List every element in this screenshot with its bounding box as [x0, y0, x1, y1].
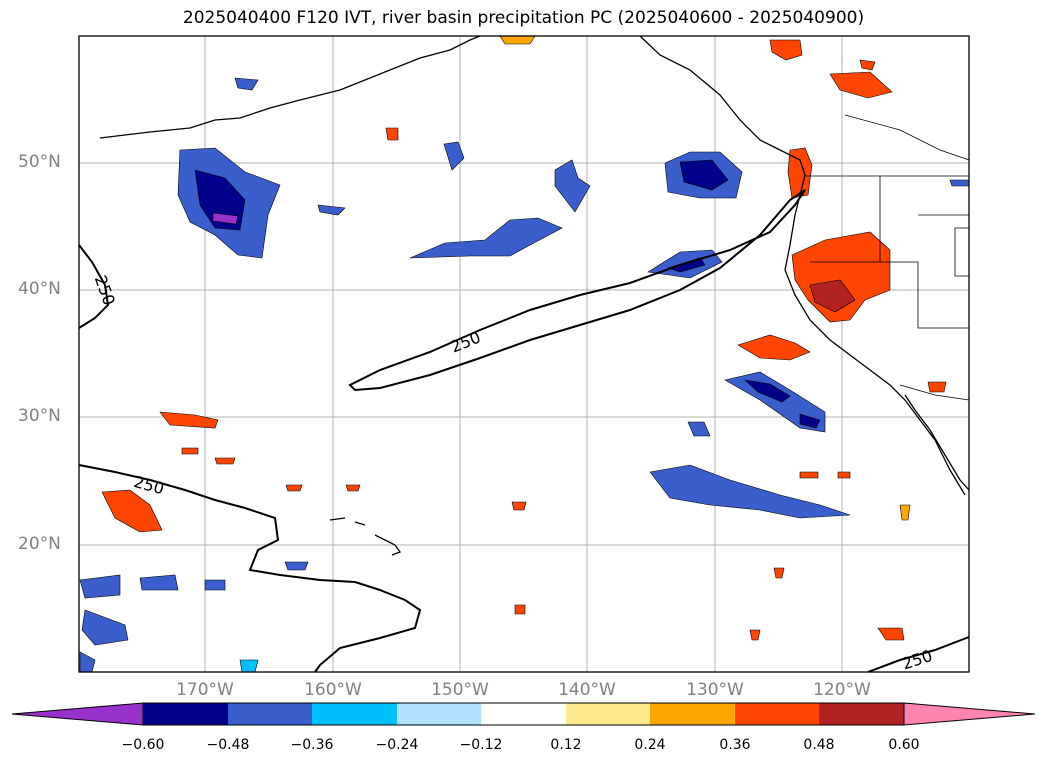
lat-label-40n: 40°N	[18, 279, 61, 299]
blob-neg-nw-core	[194, 169, 246, 231]
lon-label-150w: 150°W	[431, 680, 489, 700]
blob-pos-small5	[345, 484, 361, 492]
lon-label-160w: 160°W	[304, 680, 362, 700]
blob-pos-hi	[159, 411, 219, 429]
blob-pos-small9	[927, 381, 947, 393]
blob-neg-sw3	[204, 579, 226, 591]
blob-neg-ca-off-core2	[799, 413, 821, 429]
blob-pos-small3	[214, 457, 236, 465]
colorbar-seg-7	[650, 703, 735, 725]
lat-label-20n: 20°N	[18, 534, 61, 554]
blob-pos-small11	[773, 567, 785, 579]
colorbar-extend-right	[903, 702, 1036, 726]
blob-pos-bc1	[769, 39, 803, 61]
blob-pos-bc3	[859, 59, 876, 71]
coastlines	[99, 35, 970, 556]
blob-neg-small3	[234, 77, 259, 91]
blob-neg-sw4	[81, 609, 129, 646]
border-states	[810, 176, 970, 329]
blob-neg-small2	[317, 204, 346, 216]
coast-wa-ca	[784, 174, 966, 496]
blob-neg-small4	[284, 561, 309, 571]
colorbar-seg-6	[566, 703, 650, 725]
colorbar-tick-label: −0.60	[121, 737, 165, 753]
lon-label-140w: 140°W	[558, 680, 616, 700]
contour-250-west	[78, 244, 110, 329]
colorbar-tick-label: 0.36	[719, 737, 751, 753]
blob-neg-c3	[443, 141, 465, 171]
blob-pos-small8	[837, 471, 851, 479]
plot-area	[79, 36, 969, 672]
colorbar-frame	[142, 702, 905, 726]
colorbar-seg-4	[397, 703, 481, 725]
colorbar-tick-label: 0.60	[888, 737, 920, 753]
lat-label-30n: 30°N	[18, 406, 61, 426]
borders	[805, 114, 970, 401]
blob-pos-ca-core	[809, 279, 856, 313]
colorbar-extend-left	[11, 702, 144, 726]
contour-250-sw	[78, 464, 422, 673]
plot-frame	[78, 35, 970, 673]
colorbar-tick-label: −0.36	[290, 737, 334, 753]
blob-pos-small4	[285, 484, 303, 492]
blob-pos-small12	[514, 604, 526, 615]
blob-neg-nw-purple	[212, 212, 239, 225]
colorbar-seg-9	[819, 703, 904, 725]
colorbar-seg-1	[143, 703, 228, 725]
blob-pos-small1	[385, 127, 399, 141]
colorbar-tick-label: −0.12	[459, 737, 503, 753]
blob-pos-wa	[787, 147, 813, 199]
blob-pos-bc2	[829, 71, 893, 99]
blob-neg-south	[649, 464, 851, 519]
blob-neg-c2	[554, 159, 591, 213]
blob-pos-small10	[877, 627, 905, 641]
blob-pos-small7	[799, 471, 819, 479]
blob-pos-small13	[749, 629, 761, 641]
blob-neg-ne-core	[679, 159, 729, 191]
colorbar-seg-2	[228, 703, 312, 725]
colorbar-seg-8	[735, 703, 819, 725]
positive-precip-regions	[101, 35, 947, 641]
lon-label-170w: 170°W	[176, 680, 234, 700]
colorbar-tick-label: −0.48	[206, 737, 250, 753]
contour-250-se	[867, 636, 970, 673]
colorbar	[11, 702, 1036, 726]
border-us-mexico	[899, 384, 970, 401]
blob-pos-small14	[899, 504, 911, 521]
coast-hawaii	[329, 517, 402, 556]
blob-pos-small15	[499, 35, 536, 45]
blob-neg-ca-off-core	[744, 379, 791, 403]
colorbar-tick-label: 0.48	[803, 737, 835, 753]
map-title: 2025040400 F120 IVT, river basin precipi…	[182, 8, 865, 28]
blob-pos-small6	[511, 501, 527, 511]
colorbar-seg-5	[481, 703, 566, 725]
blob-neg-small5	[949, 179, 970, 187]
colorbar-seg-3	[312, 703, 397, 725]
colorbar-tick-label: −0.24	[375, 737, 419, 753]
lon-label-120w: 120°W	[813, 680, 871, 700]
blob-neg-sw1	[79, 574, 121, 599]
coast-baja	[904, 394, 970, 491]
blob-neg-central	[409, 217, 563, 259]
blob-pos-small2	[181, 447, 199, 455]
ivt-contours	[78, 189, 970, 673]
contour-250-main	[348, 189, 806, 392]
blob-neg-sw2	[139, 574, 179, 591]
blob-pos-sw	[101, 489, 163, 533]
coast-alaska	[99, 35, 481, 139]
blob-neg-small1	[687, 421, 711, 437]
lat-label-50n: 50°N	[18, 152, 61, 172]
lon-label-130w: 130°W	[686, 680, 744, 700]
colorbar-tick-label: 0.12	[550, 737, 582, 753]
blob-pos-off1	[737, 334, 811, 361]
border-bc	[844, 114, 970, 161]
colorbar-tick-label: 0.24	[634, 737, 666, 753]
blob-neg-small6	[239, 659, 259, 673]
coast-nw	[639, 35, 806, 176]
